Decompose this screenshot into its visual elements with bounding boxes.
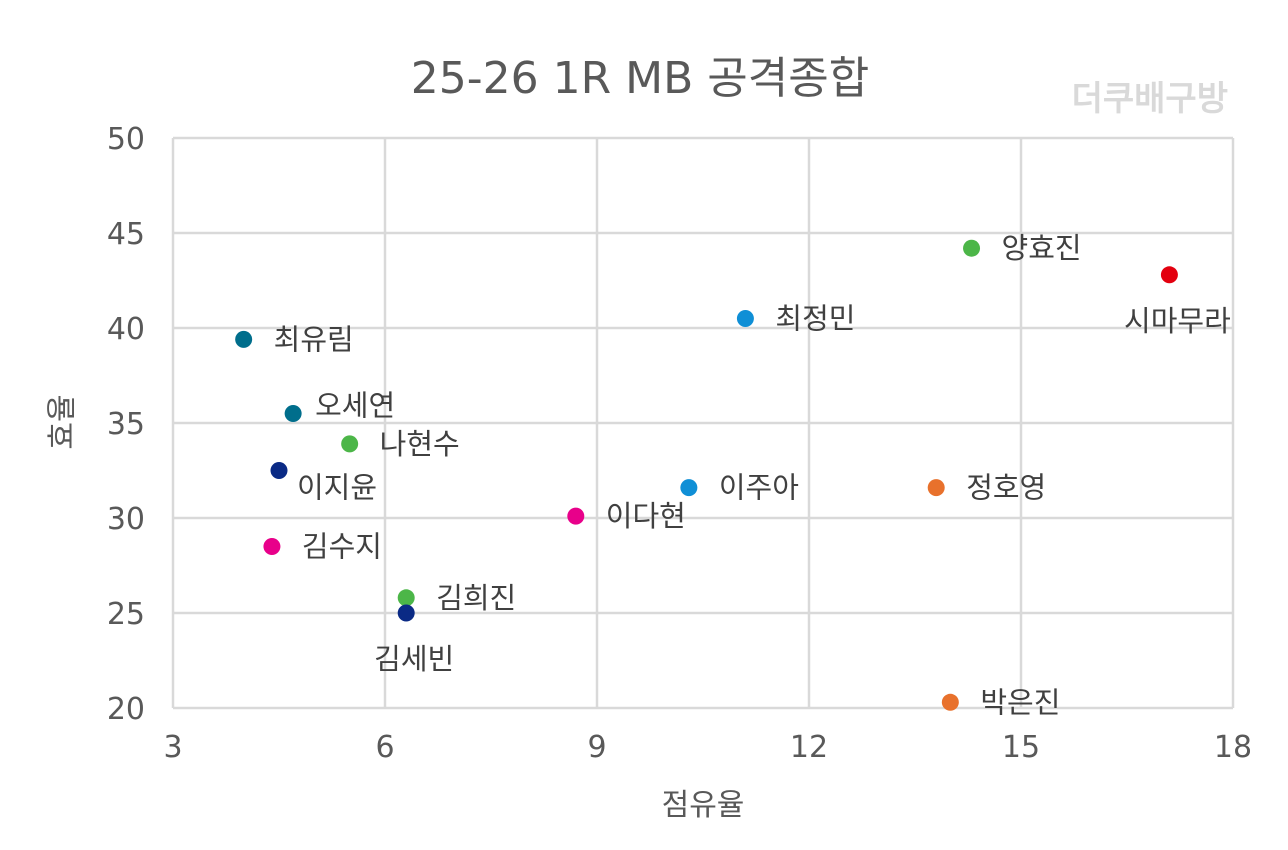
- y-tick-label: 35: [107, 407, 145, 442]
- chart-title: 25-26 1R MB 공격종합: [411, 53, 869, 104]
- y-tick-label: 25: [107, 597, 145, 632]
- data-point: [567, 507, 585, 525]
- watermark-text: 더쿠배구방: [1072, 79, 1228, 119]
- x-tick-label: 6: [375, 730, 394, 765]
- y-tick-label: 40: [107, 312, 145, 347]
- y-axis-label: 효율: [45, 394, 80, 449]
- data-point: [235, 330, 253, 348]
- point-label: 시마무라: [1124, 304, 1231, 338]
- x-tick-label: 12: [790, 730, 828, 765]
- x-axis-ticks: 3 6 9 12 15 18: [163, 730, 1252, 765]
- point-label: 나현수: [380, 427, 460, 461]
- point-label: 박은진: [980, 685, 1060, 719]
- y-tick-label: 30: [107, 502, 145, 537]
- data-point: [941, 693, 959, 711]
- x-axis-label: 점유율: [662, 788, 745, 823]
- point-label: 김희진: [436, 581, 516, 615]
- point-label: 최유림: [274, 322, 354, 356]
- y-tick-label: 45: [107, 217, 145, 252]
- gridlines: [171, 136, 1235, 710]
- x-tick-label: 18: [1214, 730, 1252, 765]
- point-label: 이지윤: [297, 471, 377, 505]
- point-label: 이주아: [719, 471, 799, 505]
- y-tick-label: 50: [107, 122, 145, 157]
- point-label: 정호영: [966, 471, 1046, 505]
- data-point: [397, 604, 415, 622]
- point-label: 이다현: [606, 499, 686, 533]
- data-point: [736, 310, 754, 327]
- x-tick-label: 15: [1002, 730, 1040, 765]
- point-label: 김세빈: [374, 642, 454, 676]
- data-point: [284, 405, 302, 422]
- point-label: 김수지: [302, 530, 382, 564]
- y-tick-label: 20: [107, 692, 145, 727]
- data-point: [927, 479, 945, 497]
- data-point: [680, 479, 698, 497]
- data-point: [1160, 266, 1178, 284]
- x-tick-label: 9: [587, 730, 606, 765]
- data-point: [270, 462, 288, 479]
- x-tick-label: 3: [163, 730, 182, 765]
- data-point: [963, 239, 981, 257]
- data-point: [263, 538, 281, 555]
- point-label: 오세연: [315, 389, 395, 423]
- data-point: [397, 589, 415, 607]
- point-label: 최정민: [775, 302, 855, 336]
- data-point: [341, 435, 359, 453]
- data-points: [235, 239, 1178, 711]
- y-axis-ticks: 20 25 30 35 40 45 50: [107, 122, 145, 727]
- point-label: 양효진: [1002, 231, 1082, 265]
